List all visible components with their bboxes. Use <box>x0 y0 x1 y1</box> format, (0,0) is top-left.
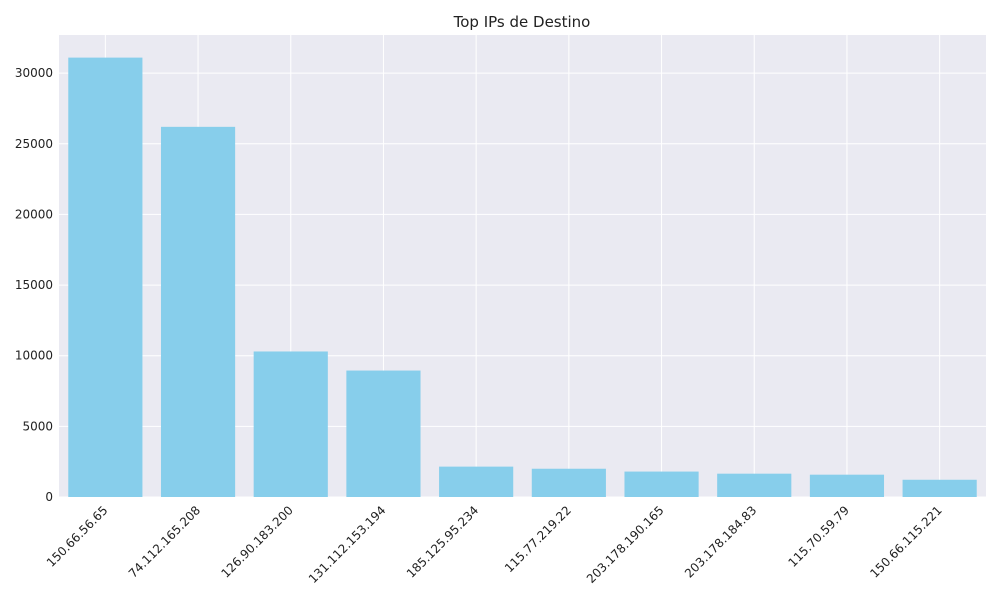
y-tick-label: 25000 <box>15 137 53 151</box>
x-tick-label: 115.70.59.79 <box>785 503 852 570</box>
bar-150-66-115-221 <box>902 479 977 497</box>
chart-title: Top IPs de Destino <box>453 13 591 31</box>
y-tick-label: 20000 <box>15 207 53 221</box>
bar-126-90-183-200 <box>253 351 328 497</box>
y-tick-label: 30000 <box>15 66 53 80</box>
x-axis-ticks: 150.66.56.65 74.112.165.208 126.90.183.200… <box>44 503 945 586</box>
bar-115-77-219-22 <box>531 468 606 497</box>
x-tick-label: 150.66.56.65 <box>44 503 111 570</box>
x-tick-label: 185.125.95.234 <box>404 503 481 580</box>
x-tick-label: 126.90.183.200 <box>218 503 295 580</box>
bar-203-178-184-83 <box>717 473 792 497</box>
bar-150-66-56-65 <box>68 57 143 498</box>
bars <box>68 57 977 498</box>
x-tick-label: 115.77.219.22 <box>502 503 574 575</box>
y-tick-label: 0 <box>45 490 53 504</box>
x-tick-label: 203.178.190.165 <box>584 503 667 586</box>
bar-203-178-190-165 <box>624 471 699 497</box>
y-axis-ticks: 0 5000 10000 15000 20000 25000 30000 <box>15 66 53 504</box>
bar-185-125-95-234 <box>439 466 514 497</box>
y-tick-label: 5000 <box>22 419 53 433</box>
bar-74-112-165-208 <box>160 126 236 497</box>
x-tick-label: 74.112.165.208 <box>126 503 203 580</box>
y-tick-label: 10000 <box>15 349 53 363</box>
y-tick-label: 15000 <box>15 278 53 292</box>
bar-131-112-153-194 <box>346 370 421 497</box>
x-tick-label: 150.66.115.221 <box>867 503 944 580</box>
bar-115-70-59-79 <box>809 474 885 497</box>
x-tick-label: 131.112.153.194 <box>306 503 389 586</box>
x-tick-label: 203.178.184.83 <box>682 503 759 580</box>
